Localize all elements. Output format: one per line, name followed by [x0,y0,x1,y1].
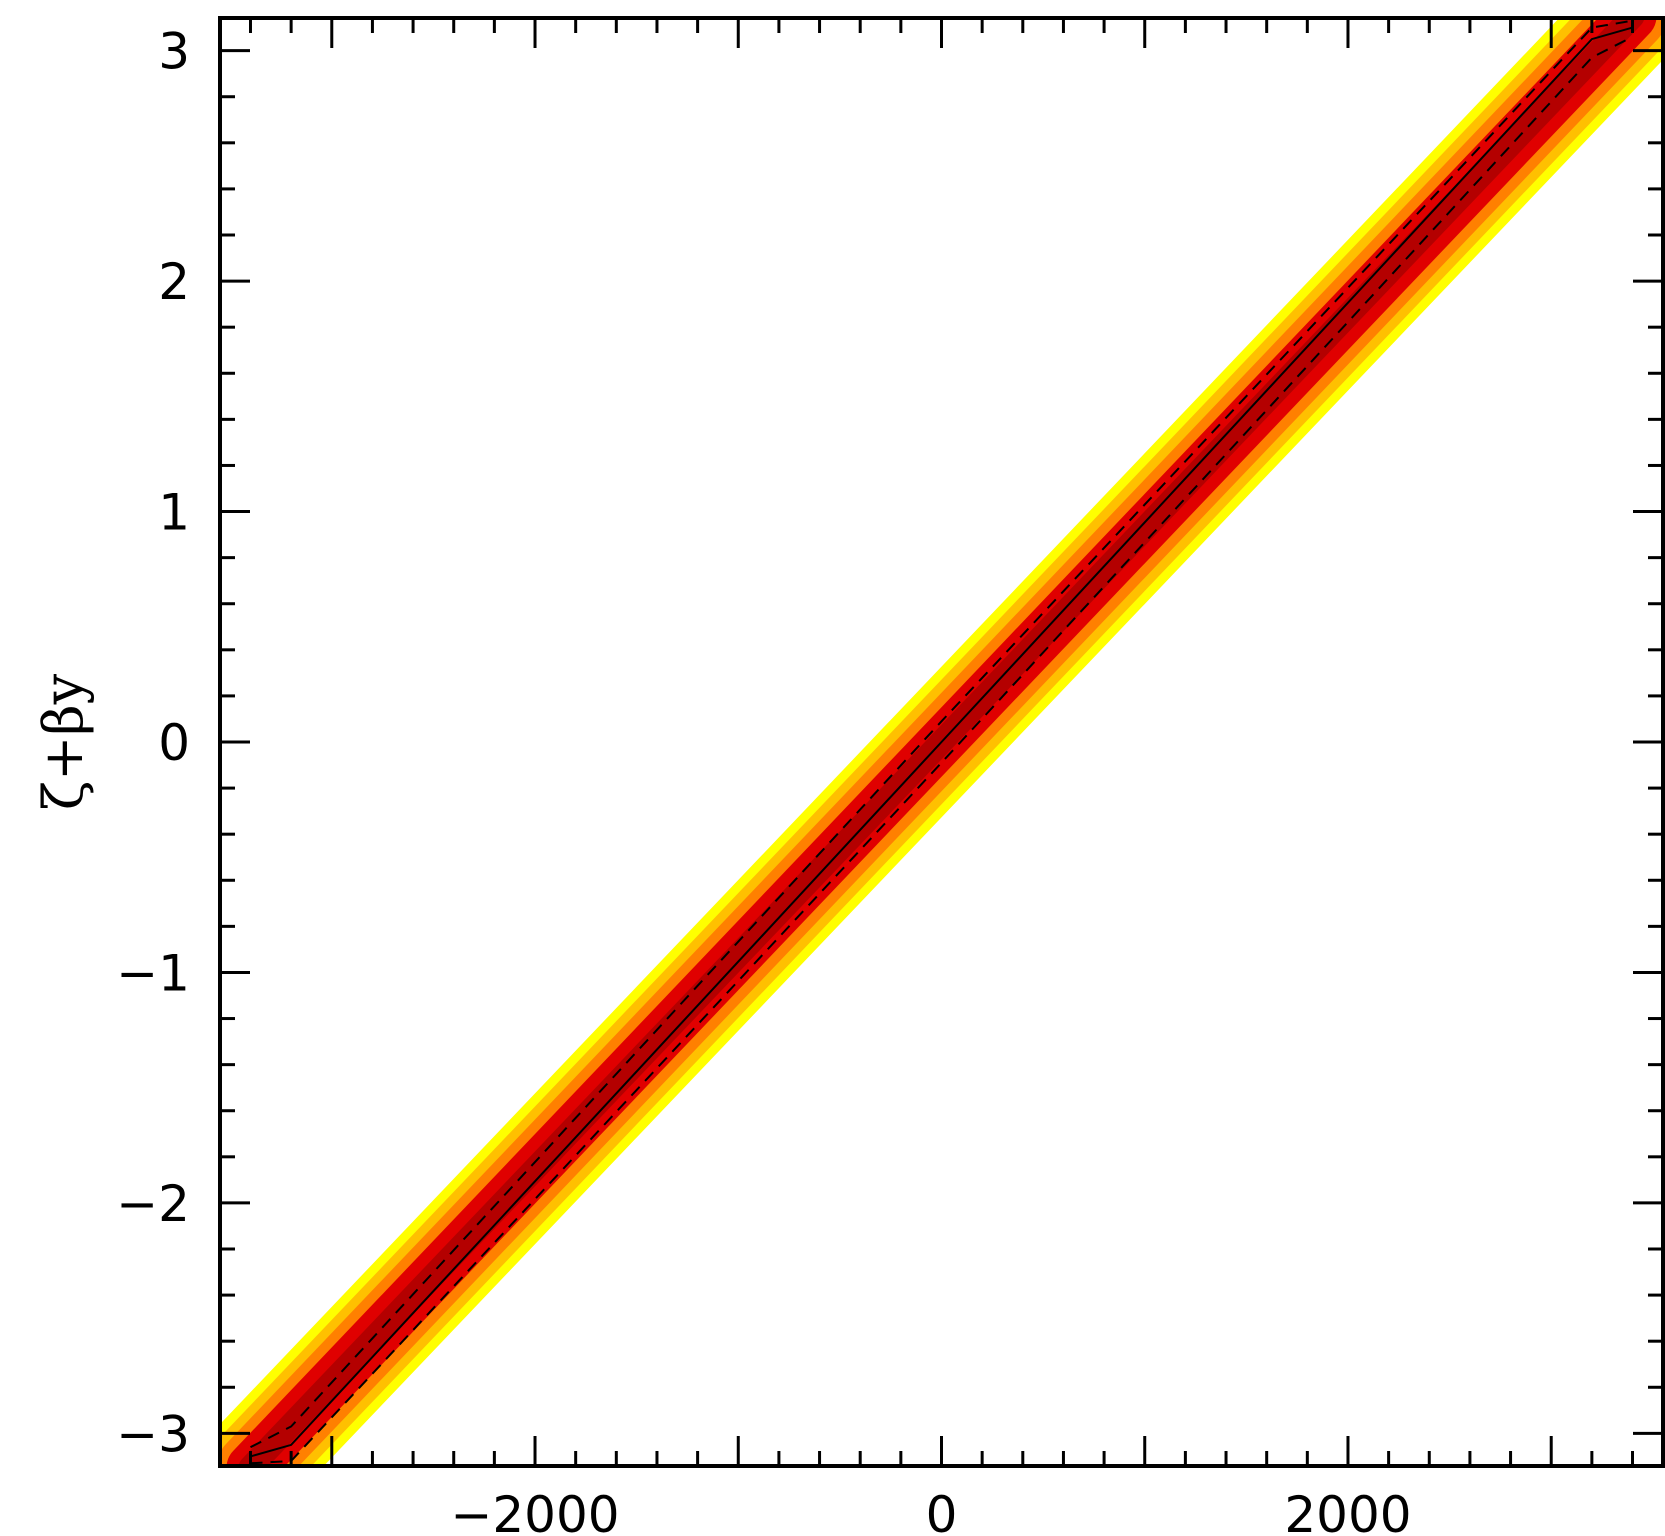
x-tick-label: 0 [926,1486,958,1536]
y-tick-label: 2 [158,253,190,311]
y-tick-label: −1 [116,944,190,1002]
y-tick-label: −2 [116,1175,190,1233]
y-tick-label: −3 [116,1405,190,1463]
x-tick-labels: −2000 0 2000 [450,1486,1411,1536]
y-axis-title: ζ+βy [32,673,95,810]
y-tick-label: 0 [158,714,190,772]
y-tick-label: 3 [158,23,190,81]
contour-line-bound-2 [250,35,1633,1465]
y-tick-labels: 3 2 1 0 −1 −2 −3 [116,23,190,1464]
contour-line-median [250,26,1633,1458]
x-tick-label: 2000 [1284,1486,1411,1536]
x-tick-label: −2000 [450,1486,619,1536]
y-tick-label: 1 [158,484,190,542]
axis-ticks [220,18,1663,1466]
contour-lines [250,19,1633,1465]
contour-line-bound-1 [250,19,1633,1449]
